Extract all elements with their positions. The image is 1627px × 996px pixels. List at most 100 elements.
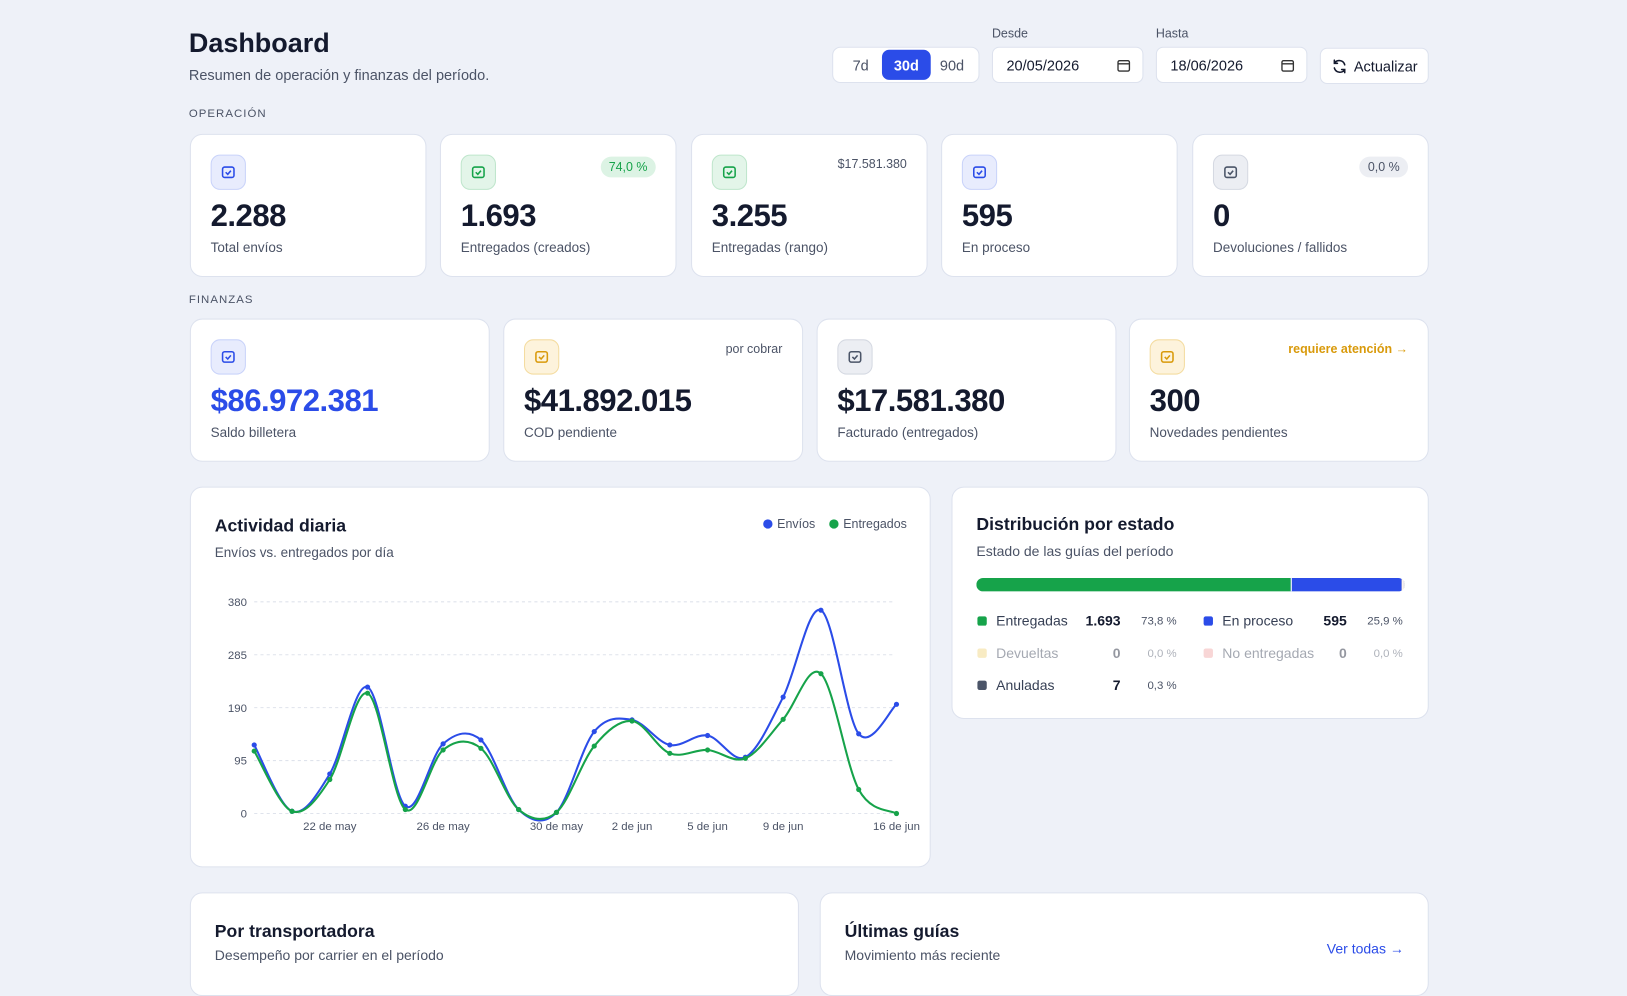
- card-icon-glyph: [1224, 166, 1238, 179]
- bar-segment: [1402, 577, 1404, 592]
- date-input[interactable]: 20/05/2026: [991, 46, 1144, 84]
- kpi-label: Devoluciones / fallidos: [1212, 239, 1348, 256]
- kpi-icon: [460, 154, 496, 190]
- date-value: 18/06/2026: [1170, 57, 1244, 74]
- kpi-label: COD pendiente: [523, 424, 617, 440]
- card-subtitle: Estado de las guías del período: [976, 543, 1174, 560]
- data-point: [553, 809, 560, 815]
- card-title: Por transportadora: [214, 921, 375, 942]
- x-tick-label: 16 de jun: [873, 821, 920, 833]
- calendar-icon: [1281, 60, 1295, 72]
- bar-segment: [1403, 577, 1405, 592]
- data-point: [364, 690, 371, 696]
- legend-label: Envíos: [777, 517, 815, 531]
- data-point: [364, 684, 371, 690]
- date-label: Hasta: [1155, 25, 1189, 41]
- kpi-badge: 74,0 %: [600, 156, 656, 178]
- legend-percent: 25,9 %: [1367, 615, 1403, 628]
- kpi-card: 3.255 Entregadas (rango) $17.581.380: [691, 133, 928, 278]
- kpi-value: $17.581.380: [837, 383, 1005, 419]
- kpi-badge: $17.581.380: [837, 156, 907, 172]
- data-point: [856, 731, 862, 737]
- kpi-value: 0: [1212, 199, 1230, 234]
- range-button[interactable]: 7d: [852, 56, 869, 74]
- data-point: [591, 743, 597, 749]
- legend-label: Entregados: [843, 517, 907, 531]
- data-point: [629, 718, 635, 724]
- section-title: FINANZAS: [188, 293, 254, 307]
- kpi-value: $86.972.381: [210, 383, 379, 419]
- kpi-value: 595: [961, 199, 1013, 234]
- card-icon-glyph: [535, 350, 549, 363]
- kpi-value: 300: [1149, 383, 1201, 419]
- card-icon-glyph: [722, 166, 736, 179]
- calendar-icon: [1117, 60, 1131, 72]
- legend-percent: 73,8 %: [1141, 615, 1177, 628]
- date-value: 20/05/2026: [1006, 57, 1080, 74]
- refresh-button[interactable]: Actualizar: [1319, 47, 1429, 85]
- legend-dot: [829, 519, 839, 529]
- x-tick-label: 5 de jun: [687, 821, 728, 833]
- kpi-label: Entregados (creados): [460, 239, 591, 256]
- view-all-link[interactable]: Ver todas →: [1326, 941, 1404, 957]
- distribution-card: Distribución por estado Estado de las guí…: [951, 486, 1429, 720]
- card-title: Distribución por estado: [976, 514, 1175, 535]
- kpi-card: $86.972.381 Saldo billetera: [189, 318, 490, 462]
- legend-name: En proceso: [1222, 613, 1294, 629]
- kpi-card: 0 Devoluciones / fallidos 0,0 %: [1192, 133, 1429, 278]
- date-input[interactable]: 18/06/2026: [1155, 46, 1308, 84]
- data-point: [440, 747, 446, 753]
- legend-swatch: [1203, 616, 1213, 626]
- data-point: [780, 716, 786, 722]
- kpi-card: $17.581.380 Facturado (entregados): [816, 318, 1117, 462]
- card-icon-glyph: [221, 350, 235, 363]
- data-point: [327, 776, 333, 783]
- x-tick-label: 30 de may: [530, 821, 584, 833]
- kpi-card: 300 Novedades pendientes requiere atención…: [1128, 318, 1429, 462]
- page-title: Dashboard: [188, 26, 330, 59]
- card-icon-glyph: [848, 350, 862, 363]
- kpi-value: 2.288: [210, 199, 287, 234]
- bar-segment: [976, 577, 1291, 592]
- data-point: [742, 755, 748, 761]
- kpi-icon: [210, 154, 246, 190]
- y-tick-label: 190: [228, 703, 247, 715]
- legend-value: 1.693: [1085, 613, 1121, 629]
- kpi-icon: [210, 339, 246, 375]
- card-subtitle: Desempeño por carrier en el período: [214, 947, 444, 963]
- legend-swatch: [977, 648, 987, 658]
- x-tick-label: 9 de jun: [763, 821, 804, 833]
- panel-card: Por transportadora Desempeño por carrier …: [189, 892, 799, 996]
- y-tick-label: 95: [234, 756, 247, 768]
- chart-card: Actividad diaria Envíos vs. entregados po…: [189, 486, 931, 868]
- kpi-value: 1.693: [460, 199, 537, 234]
- legend-swatch: [977, 616, 987, 626]
- x-tick-label: 26 de may: [416, 821, 470, 833]
- series-line: [253, 670, 898, 820]
- card-icon-glyph: [1160, 350, 1174, 363]
- page-subtitle: Resumen de operación y finanzas del perí…: [188, 66, 490, 84]
- y-tick-label: 0: [241, 809, 247, 821]
- card-icon-glyph: [471, 166, 485, 179]
- kpi-label: En proceso: [961, 239, 1031, 256]
- kpi-card: 2.288 Total envíos: [189, 133, 427, 278]
- chart-subtitle: Envíos vs. entregados por día: [215, 545, 394, 560]
- data-point: [818, 671, 824, 677]
- data-point: [591, 729, 597, 735]
- legend-value: 0: [1339, 645, 1347, 661]
- kpi-badge: 0,0 %: [1359, 156, 1409, 178]
- legend-name: Devueltas: [996, 645, 1059, 661]
- kpi-icon: [1212, 154, 1249, 190]
- data-point: [856, 786, 862, 793]
- range-button[interactable]: 30d: [881, 49, 931, 80]
- data-point: [704, 732, 711, 739]
- section-title: OPERACIÓN: [188, 107, 267, 121]
- data-point: [667, 750, 673, 756]
- data-point: [402, 806, 408, 813]
- data-point: [818, 607, 824, 613]
- legend-name: Anuladas: [996, 677, 1055, 694]
- legend-name: No entregadas: [1222, 645, 1315, 661]
- bar-segment: [1290, 577, 1402, 592]
- kpi-value: 3.255: [711, 199, 788, 234]
- range-button[interactable]: 90d: [939, 56, 965, 74]
